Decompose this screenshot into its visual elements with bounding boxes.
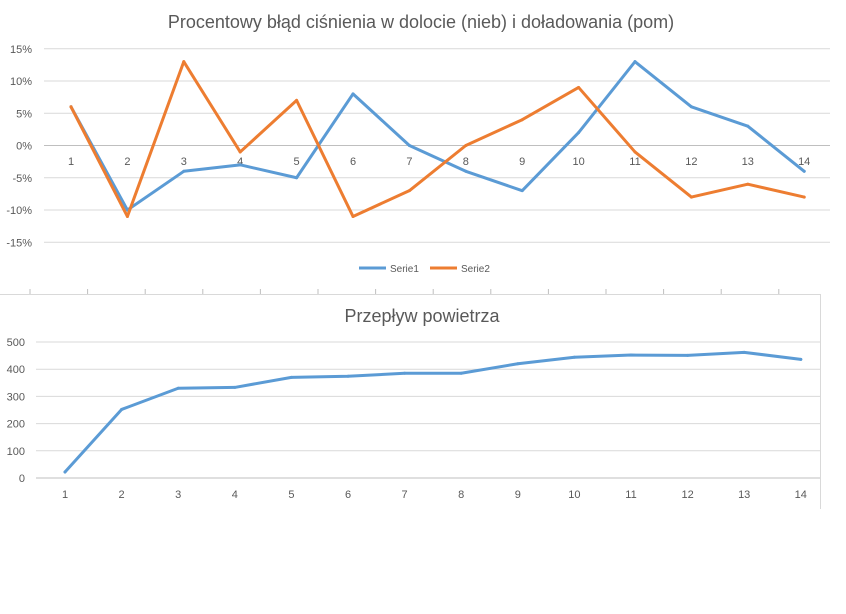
data-point	[689, 105, 693, 109]
data-point	[577, 85, 581, 89]
legend-label: Serie2	[461, 264, 490, 275]
data-point	[464, 144, 468, 147]
x-tick-label: 10	[572, 156, 584, 168]
data-point	[633, 150, 637, 154]
series-line	[63, 350, 803, 474]
y-tick-label: 5%	[16, 108, 32, 120]
x-tick-label: 8	[463, 156, 469, 168]
x-tick-label: 6	[345, 489, 351, 501]
data-point	[577, 131, 581, 135]
x-tick-label: 5	[288, 489, 294, 501]
y-tick-label: 0%	[16, 141, 32, 153]
x-tick-label: 2	[119, 489, 125, 501]
chart-title: Przepływ powietrza	[344, 306, 500, 326]
data-point	[295, 98, 299, 102]
x-tick-label: 11	[629, 156, 640, 168]
y-tick-label: -10%	[6, 205, 32, 217]
data-point	[346, 374, 350, 378]
data-point	[407, 144, 411, 147]
x-tick-label: 1	[68, 156, 74, 168]
y-tick-label: 15%	[10, 44, 32, 56]
data-point	[176, 386, 180, 390]
data-point	[520, 118, 524, 122]
x-tick-label: 3	[175, 489, 181, 501]
chart-title: Procentowy błąd ciśnienia w dolocie (nie…	[168, 12, 674, 32]
x-tick-label: 5	[294, 156, 300, 168]
x-tick-label: 10	[568, 489, 580, 501]
data-point	[629, 353, 633, 357]
airflow-chart: Przepływ powietrza 500 400 300 200 100 0 1 2 3 4 5…	[0, 294, 821, 509]
x-tick-label: 7	[402, 489, 408, 501]
data-point	[746, 124, 750, 128]
data-point	[516, 362, 520, 366]
x-tick-label: 14	[795, 489, 807, 501]
y-tick-label: 10%	[10, 76, 32, 88]
data-point	[686, 353, 690, 357]
x-tick-label: 12	[685, 156, 697, 168]
pressure-error-chart: Procentowy błąd ciśnienia w dolocie (nie…	[0, 0, 846, 294]
series-line-serie2	[69, 60, 806, 218]
data-point	[289, 375, 293, 379]
x-tick-label: 4	[232, 489, 238, 501]
data-point	[63, 470, 67, 474]
y-tick-label: -5%	[12, 173, 32, 185]
y-tick-label: 300	[7, 391, 25, 403]
x-tick-label: 2	[124, 156, 130, 168]
data-point	[403, 371, 407, 375]
data-point	[238, 163, 242, 167]
data-point	[407, 189, 411, 193]
data-point	[633, 60, 637, 64]
x-tick-label: 13	[738, 489, 750, 501]
data-point	[238, 150, 242, 154]
data-point	[125, 214, 129, 218]
x-tick-label: 6	[350, 156, 356, 168]
y-tick-label: -15%	[6, 237, 32, 249]
data-point	[295, 176, 299, 180]
data-point	[742, 350, 746, 354]
data-point	[459, 371, 463, 375]
data-point	[746, 182, 750, 186]
x-tick-label: 3	[181, 156, 187, 168]
y-tick-label: 100	[7, 446, 25, 458]
x-tick-label: 9	[515, 489, 521, 501]
data-point	[351, 92, 355, 96]
data-point	[120, 407, 124, 411]
x-tick-label: 7	[406, 156, 412, 168]
data-point	[69, 105, 73, 109]
data-point	[233, 385, 237, 389]
data-point	[520, 189, 524, 193]
data-point	[802, 195, 806, 199]
data-point	[572, 355, 576, 359]
data-point	[802, 169, 806, 173]
y-tick-label: 0	[19, 473, 25, 485]
y-tick-label: 400	[7, 364, 25, 376]
x-tick-label: 8	[458, 489, 464, 501]
x-tick-label: 14	[798, 156, 810, 168]
data-point	[689, 195, 693, 199]
data-point	[182, 169, 186, 173]
y-tick-label: 500	[7, 337, 25, 349]
x-tick-label: 4	[237, 156, 243, 168]
y-tick-label: 200	[7, 419, 25, 431]
x-tick-label: 11	[625, 489, 636, 501]
series-line-serie1	[69, 60, 806, 212]
data-point	[799, 357, 803, 361]
x-tick-label: 13	[742, 156, 754, 168]
legend-label: Serie1	[390, 264, 419, 275]
x-tick-label: 1	[62, 489, 68, 501]
data-point	[464, 169, 468, 173]
data-point	[182, 60, 186, 64]
data-point	[351, 214, 355, 218]
pressure-error-chart-svg: Procentowy błąd ciśnienia w dolocie (nie…	[6, 12, 830, 294]
x-tick-label: 9	[519, 156, 525, 168]
x-tick-label: 12	[681, 489, 693, 501]
